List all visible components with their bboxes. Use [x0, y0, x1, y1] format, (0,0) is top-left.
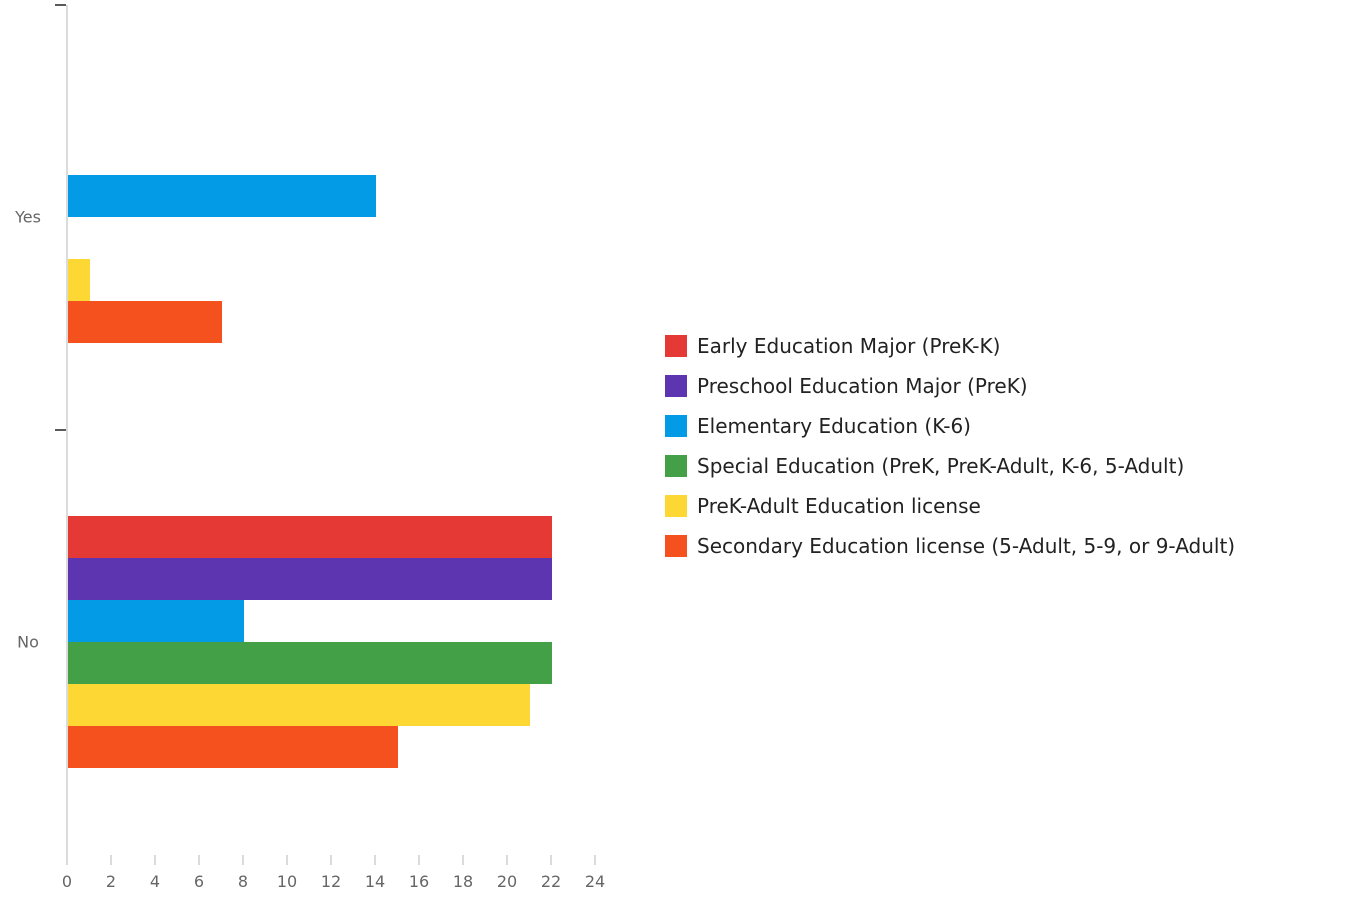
legend-label: Special Education (PreK, PreK-Adult, K-6…: [697, 454, 1184, 478]
x-tick-label: 12: [321, 872, 341, 891]
legend-swatch: [665, 415, 687, 437]
category-label: Yes: [14, 208, 41, 227]
legend-label: Elementary Education (K-6): [697, 414, 971, 438]
bar: [68, 558, 552, 600]
category-label: No: [17, 633, 39, 652]
x-tick-label: 18: [453, 872, 473, 891]
legend: Early Education Major (PreK-K) Preschool …: [665, 334, 1235, 558]
x-tick-label: 0: [62, 872, 72, 891]
legend-label: PreK-Adult Education license: [697, 494, 981, 518]
bar: [68, 726, 398, 768]
legend-label: Early Education Major (PreK-K): [697, 334, 1000, 358]
legend-label: Preschool Education Major (PreK): [697, 374, 1028, 398]
x-tick-label: 22: [541, 872, 561, 891]
x-tick-label: 4: [150, 872, 160, 891]
bar: [68, 642, 552, 684]
legend-swatch: [665, 535, 687, 557]
bar: [68, 301, 222, 343]
x-tick-label: 14: [365, 872, 385, 891]
x-tick-label: 16: [409, 872, 429, 891]
bars: [68, 175, 552, 768]
x-tick-label: 6: [194, 872, 204, 891]
bar: [68, 175, 376, 217]
bar: [68, 600, 244, 642]
legend-label: Secondary Education license (5-Adult, 5-…: [697, 534, 1235, 558]
legend-swatch: [665, 375, 687, 397]
x-tick-label: 24: [585, 872, 605, 891]
bar: [68, 259, 90, 301]
legend-swatch: [665, 335, 687, 357]
legend-swatch: [665, 455, 687, 477]
bar: [68, 684, 530, 726]
x-tick-label: 8: [238, 872, 248, 891]
bar: [68, 516, 552, 558]
x-tick-label: 10: [277, 872, 297, 891]
legend-swatch: [665, 495, 687, 517]
x-tick-label: 2: [106, 872, 116, 891]
x-tick-label: 20: [497, 872, 517, 891]
